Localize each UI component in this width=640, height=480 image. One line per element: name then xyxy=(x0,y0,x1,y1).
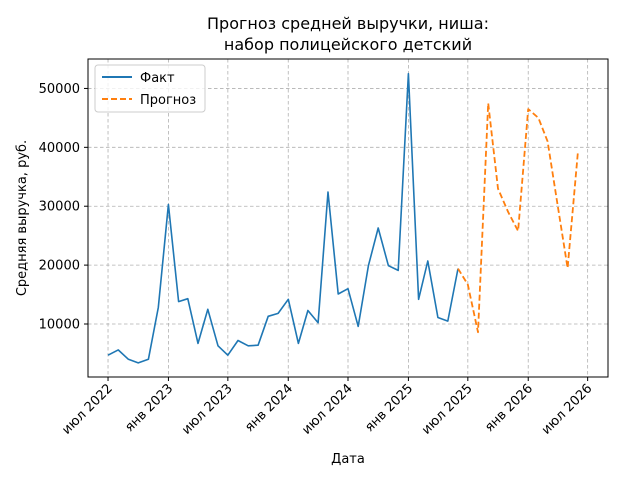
y-axis-label: Средняя выручка, руб. xyxy=(15,140,30,296)
chart-title-line-2: набор полицейского детский xyxy=(224,35,472,54)
x-axis-label: Дата xyxy=(331,452,365,467)
legend-label-fact: Факт xyxy=(140,71,175,86)
series-lines xyxy=(107,72,579,364)
y-tick-label: 20000 xyxy=(39,259,80,274)
legend-label-forecast: Прогноз xyxy=(140,93,196,108)
forecast-series-line xyxy=(457,102,579,334)
grid xyxy=(88,59,608,377)
y-tick-label: 30000 xyxy=(39,200,80,215)
y-tick-label: 10000 xyxy=(39,318,80,333)
y-tick-label: 50000 xyxy=(39,82,80,97)
legend: Факт Прогноз xyxy=(94,64,206,113)
fact-series-line xyxy=(107,72,459,364)
y-axis: 10000 20000 30000 40000 50000 xyxy=(39,82,88,333)
y-tick-label: 40000 xyxy=(39,141,80,156)
chart-title-line-1: Прогноз средней выручки, ниша: xyxy=(207,14,489,33)
